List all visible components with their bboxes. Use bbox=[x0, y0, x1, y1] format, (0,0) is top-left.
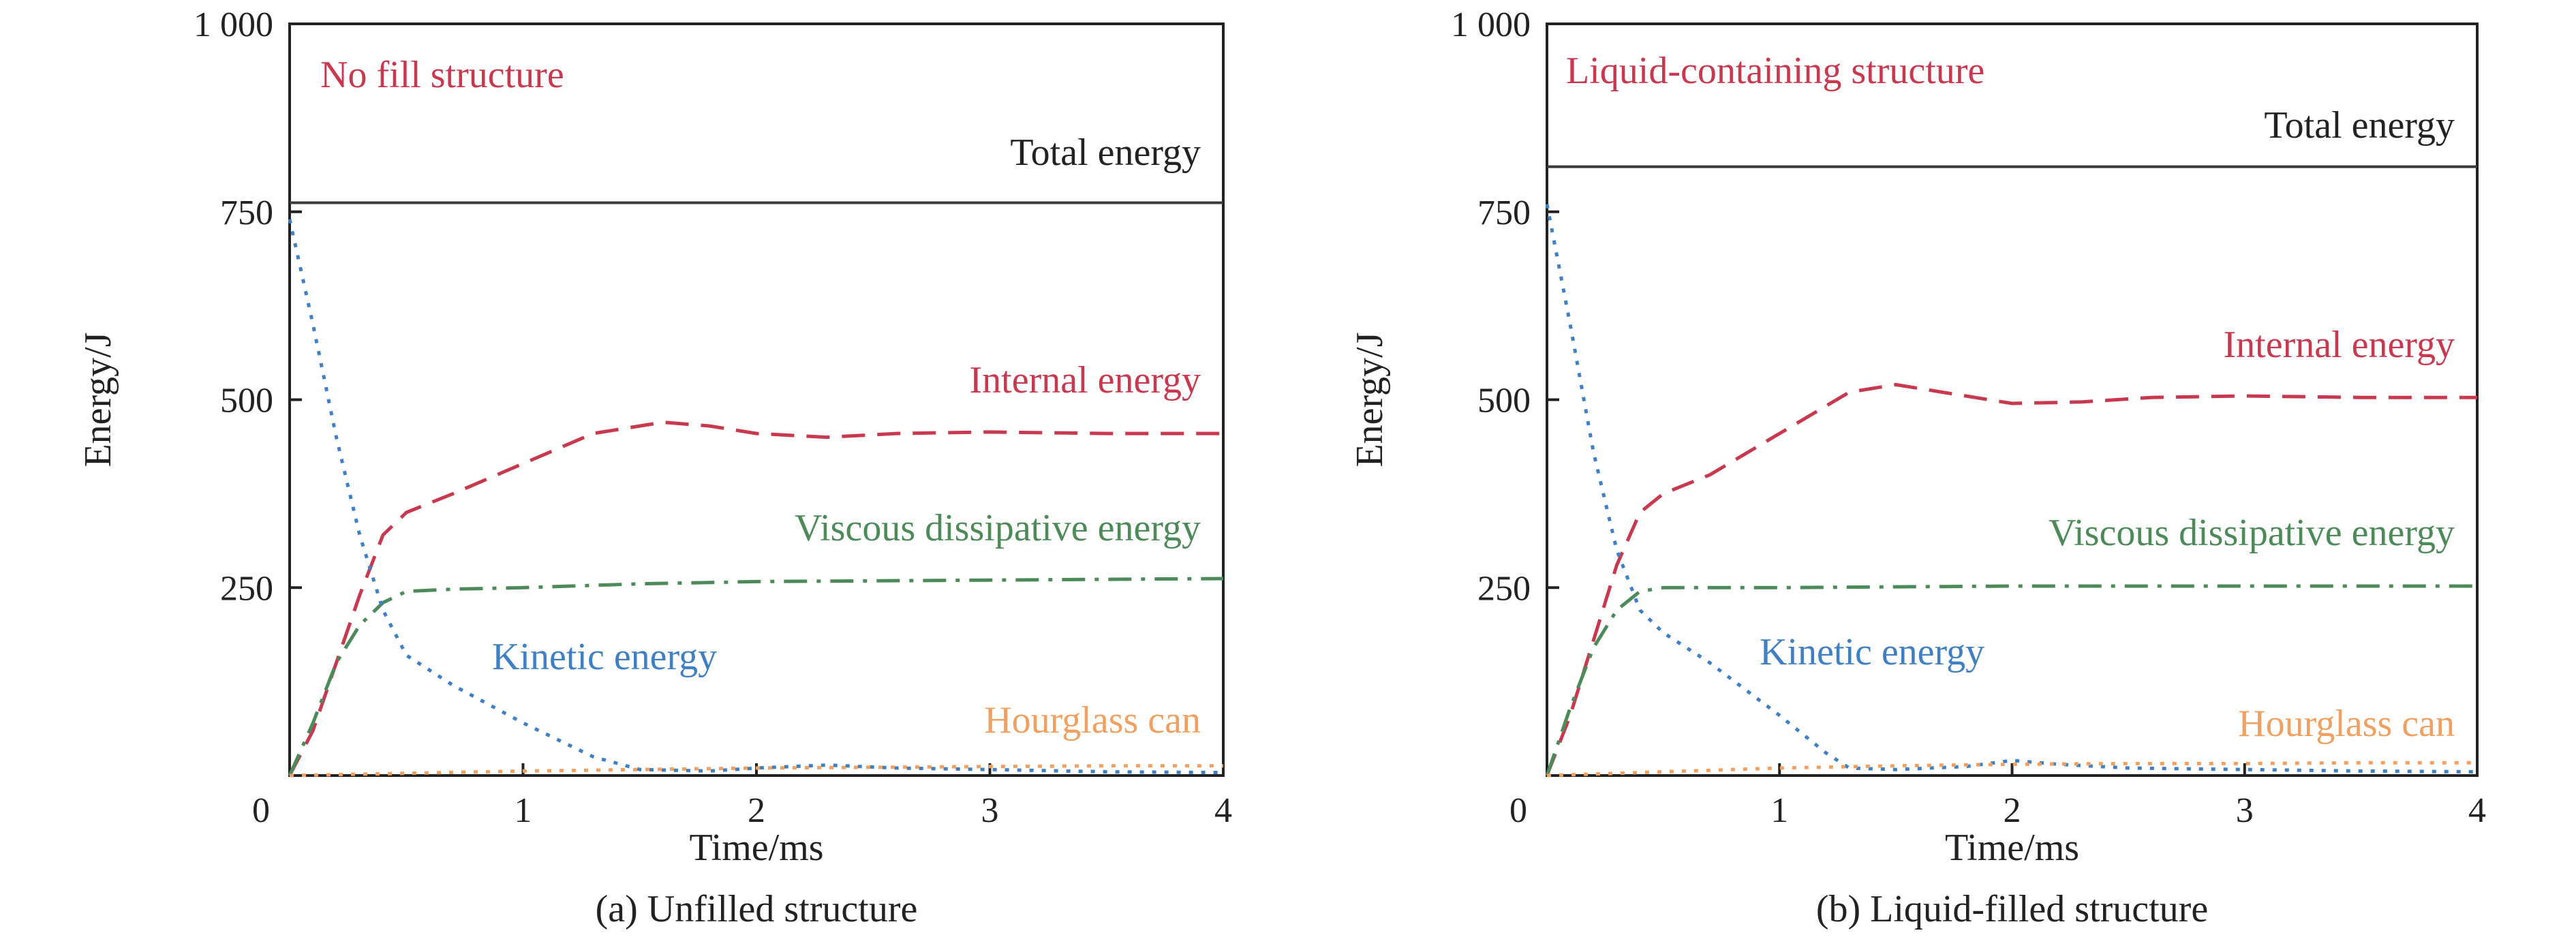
y-axis-label-a: Energy/J bbox=[77, 332, 119, 467]
y-tick-label-b-0: 250 bbox=[1477, 569, 1531, 608]
x-tick-label-b-2: 2 bbox=[2004, 791, 2021, 830]
y-tick-label-a-2: 750 bbox=[220, 194, 273, 232]
x-tick-label-a-4: 4 bbox=[1214, 791, 1232, 830]
annotation-internal-energy-a: Internal energy bbox=[970, 359, 1201, 401]
y-tick-label-b-2: 750 bbox=[1477, 194, 1531, 232]
x-tick-label-b-0: 0 bbox=[1509, 791, 1527, 830]
series-line-kinetic-a bbox=[288, 219, 1224, 775]
annotation-viscous-energy-b: Viscous dissipative energy bbox=[2049, 512, 2455, 554]
x-tick-label-b-1: 1 bbox=[1770, 791, 1788, 830]
series-line-hourglass-a bbox=[289, 764, 1223, 778]
annotation-hourglass-b: Hourglass can bbox=[2238, 703, 2455, 745]
y-tick-label-b-3: 1 000 bbox=[1451, 5, 1531, 44]
x-axis-label-a: Time/ms bbox=[689, 827, 823, 869]
y-tick-label-b-1: 500 bbox=[1477, 382, 1531, 420]
series-line-viscous-a bbox=[288, 577, 1224, 777]
series-line-internal-b bbox=[1545, 382, 2477, 776]
annotation-kinetic-energy-a: Kinetic energy bbox=[492, 636, 717, 678]
x-tick-label-a-0: 0 bbox=[252, 791, 270, 830]
annotation-kinetic-energy-b: Kinetic energy bbox=[1760, 631, 1984, 673]
series-line-internal-a bbox=[288, 420, 1223, 777]
x-tick-label-a-1: 1 bbox=[515, 791, 532, 830]
x-tick-label-b-4: 4 bbox=[2468, 791, 2486, 830]
annotation-total-energy-a: Total energy bbox=[1010, 132, 1201, 174]
annotation-structure-a: No fill structure bbox=[320, 54, 564, 96]
annotation-structure-b: Liquid-containing structure bbox=[1566, 50, 1984, 92]
y-tick-label-a-3: 1 000 bbox=[194, 5, 273, 44]
series-line-viscous-b bbox=[1545, 584, 2477, 776]
annotation-total-energy-b: Total energy bbox=[2264, 104, 2455, 147]
caption-a: (a) Unfilled structure bbox=[596, 888, 918, 930]
x-tick-label-b-3: 3 bbox=[2236, 791, 2254, 830]
y-tick-label-a-0: 250 bbox=[220, 569, 273, 608]
annotation-viscous-energy-a: Viscous dissipative energy bbox=[795, 507, 1201, 549]
annotation-internal-energy-b: Internal energy bbox=[2224, 324, 2455, 366]
series-line-kinetic-b bbox=[1545, 204, 2478, 773]
x-tick-label-a-2: 2 bbox=[748, 791, 765, 830]
series-line-hourglass-b bbox=[1546, 761, 2477, 778]
y-tick-label-a-1: 500 bbox=[220, 382, 273, 420]
annotation-hourglass-a: Hourglass can bbox=[984, 699, 1201, 741]
x-tick-label-a-3: 3 bbox=[981, 791, 999, 830]
caption-b: (b) Liquid-filled structure bbox=[1816, 888, 2208, 930]
x-axis-label-b: Time/ms bbox=[1945, 827, 2079, 869]
y-axis-label-b: Energy/J bbox=[1349, 332, 1391, 467]
